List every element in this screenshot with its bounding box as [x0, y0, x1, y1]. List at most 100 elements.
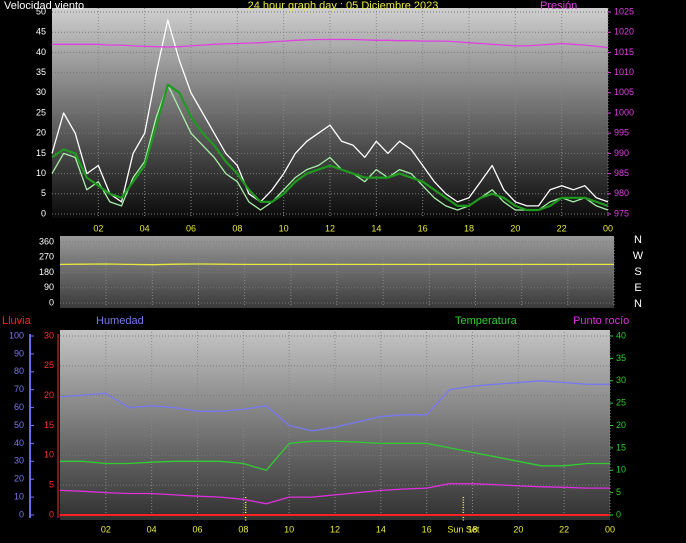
sun-label: Sun Set [447, 524, 480, 534]
y-tick-label: 5 [41, 188, 46, 198]
y-tick-label: 10 [36, 168, 46, 178]
y-tick-label: 90 [44, 282, 54, 292]
y3-tick-label: 50 [14, 420, 24, 430]
y-tick-label: 180 [39, 267, 54, 277]
x-tick-label: 22 [557, 223, 567, 233]
y3-tick-label: 60 [14, 402, 24, 412]
y-tick-label: 20 [36, 128, 46, 138]
y2-tick-label: 985 [614, 168, 629, 178]
x-tick-label: 10 [279, 223, 289, 233]
y3-tick-label: 90 [14, 348, 24, 358]
y2-axis-label: Presión [540, 0, 577, 12]
y-tick-label: 35 [36, 67, 46, 77]
y2-tick-label: 25 [616, 398, 626, 408]
x-tick-label: 04 [147, 524, 157, 534]
y3-tick-label: 30 [14, 456, 24, 466]
legend-label: Temperatura [455, 315, 518, 327]
y2-tick-label: 40 [616, 330, 626, 340]
x-tick-label: 02 [101, 524, 111, 534]
x-tick-label: 00 [603, 223, 613, 233]
y2-tick-label: 980 [614, 188, 629, 198]
x-tick-label: 10 [284, 524, 294, 534]
x-tick-label: 12 [330, 524, 340, 534]
legend-label: Punto rocío [573, 315, 629, 327]
y-tick-label: 30 [44, 330, 54, 340]
y2-tick-label: 1005 [614, 87, 634, 97]
y2-tick-label: 990 [614, 148, 629, 158]
y2-tick-label: 1025 [614, 6, 634, 16]
x-tick-label: 22 [559, 524, 569, 534]
x-tick-label: 18 [464, 223, 474, 233]
series-line [60, 440, 610, 471]
y2-tick-label: 1010 [614, 67, 634, 77]
x-tick-label: 02 [93, 223, 103, 233]
x-tick-label: 00 [605, 524, 615, 534]
x-tick-label: 04 [140, 223, 150, 233]
y-tick-label: 0 [49, 297, 54, 307]
series-line [59, 380, 610, 432]
legend-label: Lluvia [2, 315, 32, 327]
x-tick-label: 12 [325, 223, 335, 233]
series-line [51, 84, 609, 211]
direction-label: E [634, 282, 641, 294]
y3-tick-label: 20 [14, 474, 24, 484]
y-tick-label: 25 [36, 107, 46, 117]
series-line [51, 83, 609, 212]
x-tick-label: 16 [422, 524, 432, 534]
y3-tick-label: 70 [14, 384, 24, 394]
x-tick-label: 06 [192, 524, 202, 534]
y2-tick-label: 1015 [614, 47, 634, 57]
direction-label: N [634, 234, 642, 246]
y3-tick-label: 10 [14, 491, 24, 501]
y2-tick-label: 5 [616, 487, 621, 497]
x-tick-label: 08 [238, 524, 248, 534]
y-tick-label: 360 [39, 236, 54, 246]
y2-tick-label: 975 [614, 208, 629, 218]
y2-tick-label: 35 [616, 353, 626, 363]
y-tick-label: 0 [49, 509, 54, 519]
legend-label: Humedad [96, 315, 144, 327]
y2-tick-label: 1020 [614, 27, 634, 37]
direction-label: N [634, 298, 642, 310]
y2-tick-label: 995 [614, 128, 629, 138]
y-tick-label: 50 [36, 6, 46, 16]
y2-tick-label: 30 [616, 375, 626, 385]
direction-label: S [634, 266, 641, 278]
y-tick-label: 40 [36, 47, 46, 57]
y2-tick-label: 20 [616, 420, 626, 430]
y2-tick-label: 0 [616, 509, 621, 519]
series-line [59, 483, 610, 505]
y-tick-label: 10 [44, 450, 54, 460]
y-tick-label: 5 [49, 480, 54, 490]
y-tick-label: 20 [44, 390, 54, 400]
y2-tick-label: 1000 [614, 107, 634, 117]
y3-tick-label: 80 [14, 366, 24, 376]
y-tick-label: 30 [36, 87, 46, 97]
series-line [59, 263, 614, 266]
y-tick-label: 15 [36, 148, 46, 158]
direction-label: W [633, 250, 644, 262]
y-tick-label: 0 [41, 208, 46, 218]
x-tick-label: 14 [376, 524, 386, 534]
y3-tick-label: 100 [9, 330, 24, 340]
x-tick-label: 20 [510, 223, 520, 233]
y2-tick-label: 15 [616, 442, 626, 452]
y2-tick-label: 10 [616, 465, 626, 475]
series-line [52, 38, 609, 49]
chart-title: 24 hour graph day : 05 Diciembre 2023 [248, 0, 439, 12]
y-axis-label: Velocidad viento [4, 0, 84, 12]
x-tick-label: 08 [232, 223, 242, 233]
y-tick-label: 270 [39, 252, 54, 262]
y-tick-label: 25 [44, 360, 54, 370]
y3-tick-label: 0 [19, 509, 24, 519]
y-tick-label: 15 [44, 420, 54, 430]
x-tick-label: 14 [371, 223, 381, 233]
x-tick-label: 06 [186, 223, 196, 233]
x-tick-label: 16 [418, 223, 428, 233]
x-tick-label: 20 [513, 524, 523, 534]
series-line [51, 19, 609, 207]
y3-tick-label: 40 [14, 438, 24, 448]
x-tick-label: 18 [467, 524, 477, 534]
